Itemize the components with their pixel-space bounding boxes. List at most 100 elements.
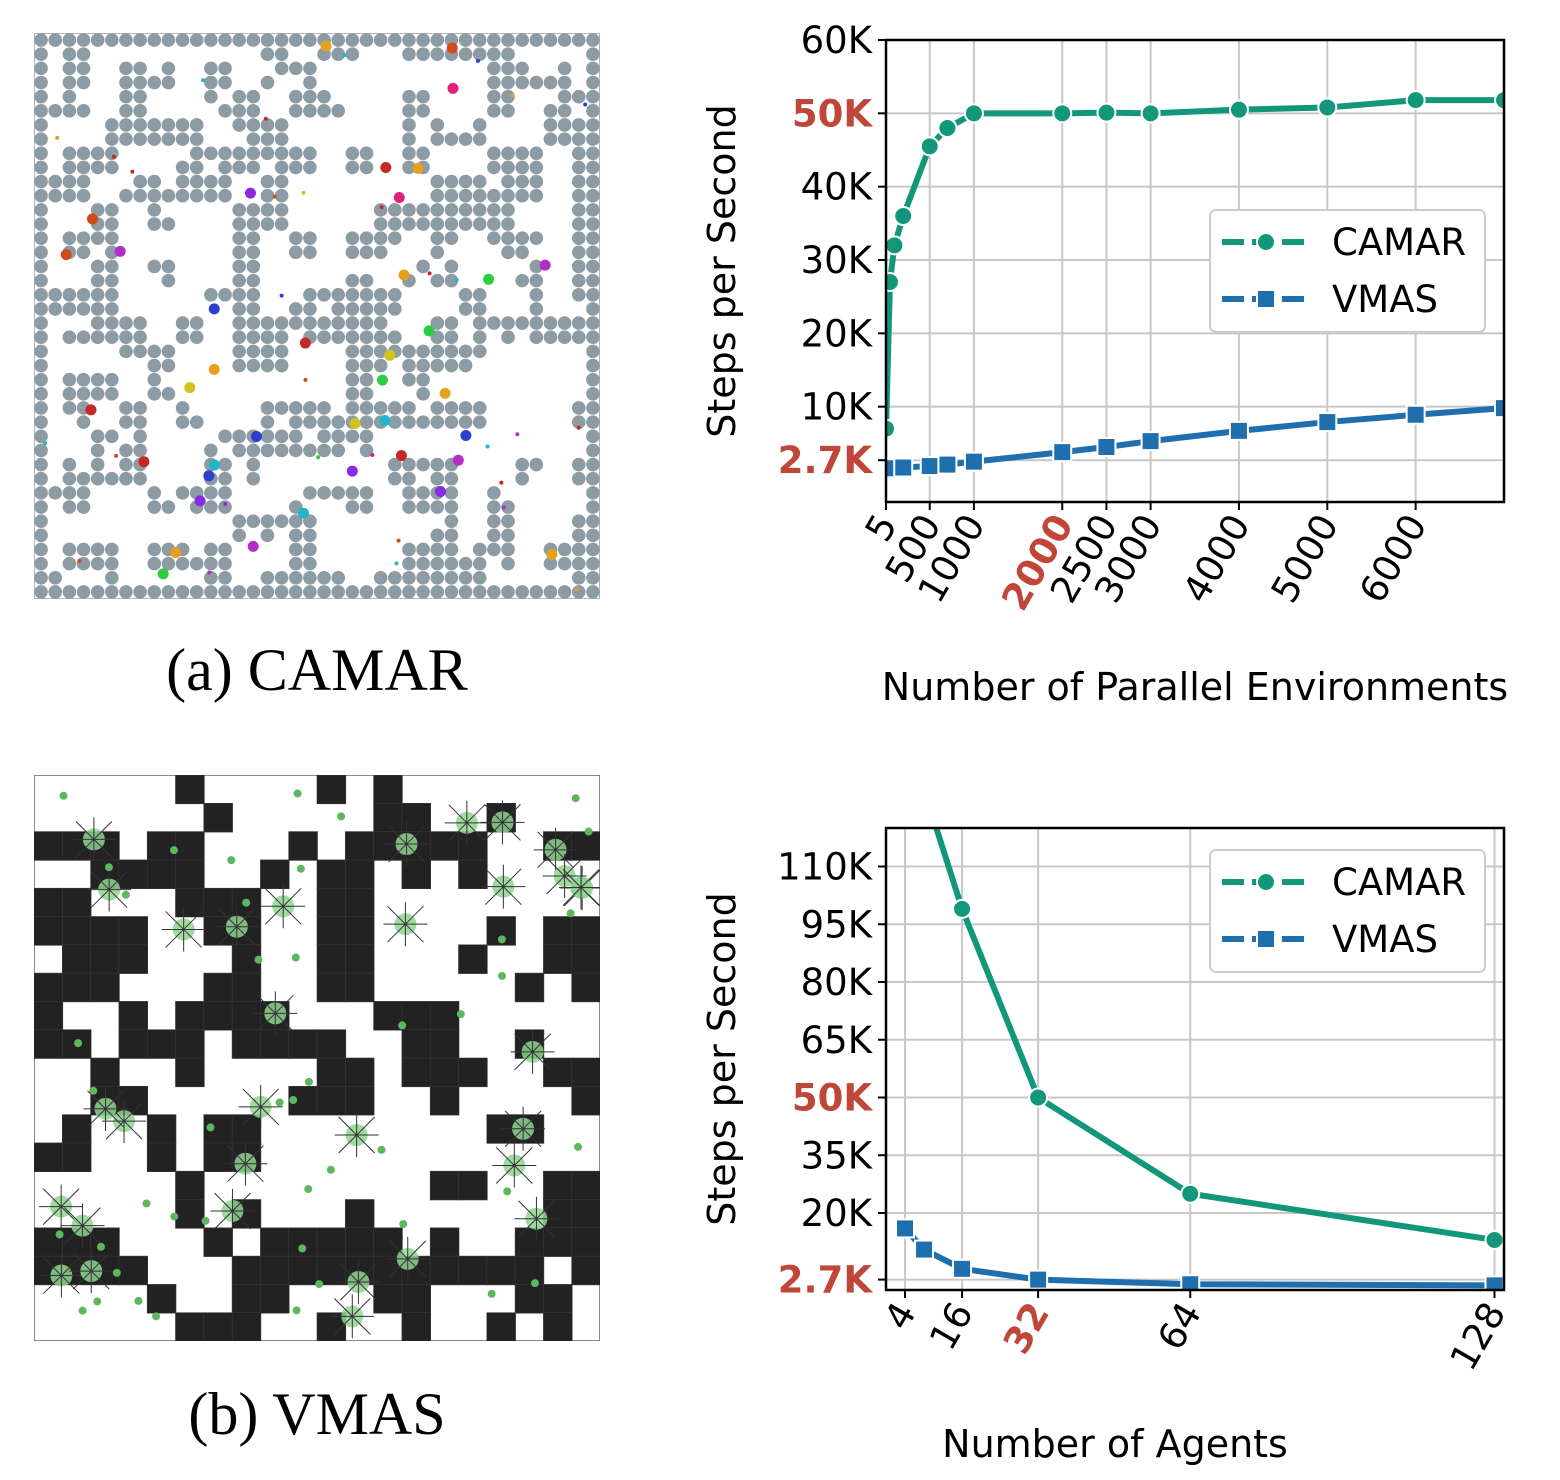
obstacle-dot — [345, 585, 360, 599]
obstacle-dot — [76, 174, 91, 189]
obstacle-dot — [402, 401, 416, 415]
obstacle-dot — [204, 486, 218, 500]
agent-dot — [203, 470, 215, 482]
obstacle-dot — [175, 556, 190, 571]
goal-dot — [142, 1199, 151, 1208]
agent-dot — [251, 430, 263, 442]
obstacle-dot — [543, 33, 558, 47]
x-tick-label: 128 — [1442, 1295, 1515, 1378]
obstacle-dot — [586, 75, 600, 90]
agent-dot — [208, 363, 220, 375]
obstacle-dot — [232, 273, 246, 288]
obstacle-block — [514, 1227, 545, 1257]
goal-dot — [298, 1244, 307, 1253]
obstacle-dot — [274, 358, 289, 373]
obstacle-dot — [373, 344, 388, 359]
goal-dot — [170, 1212, 179, 1221]
obstacle-dot — [62, 61, 77, 76]
obstacle-dot — [90, 443, 105, 458]
y-tick-label: 65K — [801, 1019, 874, 1062]
obstacle-dot — [133, 443, 147, 458]
obstacle-dot — [571, 231, 586, 245]
obstacle-dot — [586, 118, 600, 132]
obstacle-dot — [458, 217, 473, 231]
obstacle-dot — [246, 344, 261, 359]
agent — [533, 827, 578, 872]
obstacle-dot — [586, 174, 600, 189]
data-point-camar — [1228, 99, 1249, 120]
obstacle-block — [571, 944, 600, 974]
y-tick-label: 20K — [801, 312, 874, 355]
goal-dot — [503, 1187, 512, 1196]
obstacle-dot — [571, 259, 586, 274]
y-tick-label: 35K — [801, 1134, 874, 1177]
obstacle-dot — [274, 132, 289, 146]
obstacle-dot — [161, 132, 176, 146]
obstacle-dot — [90, 231, 105, 245]
obstacle-dot — [430, 188, 445, 203]
obstacle-dot — [303, 570, 317, 585]
obstacle-dot — [90, 302, 105, 316]
obstacle-dot — [246, 160, 261, 175]
data-point-vmas — [952, 1258, 973, 1279]
obstacle-dot — [260, 358, 275, 373]
obstacle-dot — [161, 217, 176, 231]
obstacle-dot — [246, 358, 261, 373]
agent — [87, 867, 132, 912]
obstacle-dot — [501, 556, 515, 571]
obstacle-dot — [274, 188, 289, 203]
obstacle-dot — [487, 514, 501, 528]
data-point-camar — [915, 781, 933, 799]
obstacle-dot — [444, 514, 459, 528]
obstacle-dot — [119, 401, 133, 415]
obstacle-dot — [175, 415, 190, 429]
obstacle-block — [344, 887, 375, 918]
obstacle-dot — [345, 146, 360, 161]
obstacle-dot — [260, 570, 275, 585]
obstacle-dot — [232, 118, 246, 132]
agent — [480, 800, 525, 845]
obstacle-block — [571, 1170, 600, 1201]
obstacle-block — [260, 1284, 290, 1314]
legend-label-vmas: VMAS — [1332, 918, 1438, 961]
obstacle-dot — [416, 259, 430, 274]
obstacle-dot — [444, 415, 459, 429]
obstacle-dot — [529, 146, 544, 161]
obstacle-dot — [317, 415, 331, 429]
goal-dot — [454, 277, 459, 282]
obstacle-dot — [189, 118, 204, 132]
goal-dot — [576, 425, 581, 430]
y-tick-label: 60K — [801, 19, 874, 62]
obstacle-dot — [345, 330, 360, 345]
obstacle-dot — [147, 344, 162, 359]
obstacle-dot — [345, 273, 360, 288]
agent — [383, 902, 428, 947]
goal-dot — [584, 827, 593, 836]
obstacle-dot — [515, 75, 529, 90]
obstacle-dot — [571, 585, 586, 599]
data-point-camar — [1052, 103, 1073, 124]
obstacle-dot — [34, 61, 48, 76]
obstacle-dot — [133, 471, 147, 486]
obstacle-dot — [303, 415, 317, 429]
obstacle-dot — [90, 556, 105, 571]
goal-dot — [77, 558, 82, 563]
obstacle-dot — [48, 302, 63, 316]
obstacle-dot — [430, 231, 445, 245]
obstacle-dot — [586, 443, 600, 458]
obstacle-dot — [133, 188, 147, 203]
obstacle-dot — [34, 316, 48, 330]
obstacle-dot — [62, 471, 77, 486]
obstacle-dot — [586, 203, 600, 217]
obstacle-dot — [246, 514, 261, 528]
obstacle-dot — [586, 387, 600, 401]
obstacle-block — [34, 1142, 64, 1172]
obstacle-dot — [175, 160, 190, 175]
obstacle-dot — [515, 585, 529, 599]
obstacle-dot — [388, 415, 402, 429]
obstacle-dot — [373, 231, 388, 245]
obstacle-dot — [62, 486, 77, 500]
obstacle-dot — [359, 429, 374, 444]
goal-dot — [152, 1312, 161, 1321]
goal-dot — [279, 293, 284, 298]
